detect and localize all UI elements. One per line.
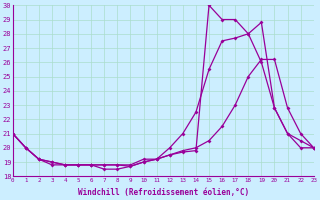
X-axis label: Windchill (Refroidissement éolien,°C): Windchill (Refroidissement éolien,°C)	[78, 188, 249, 197]
